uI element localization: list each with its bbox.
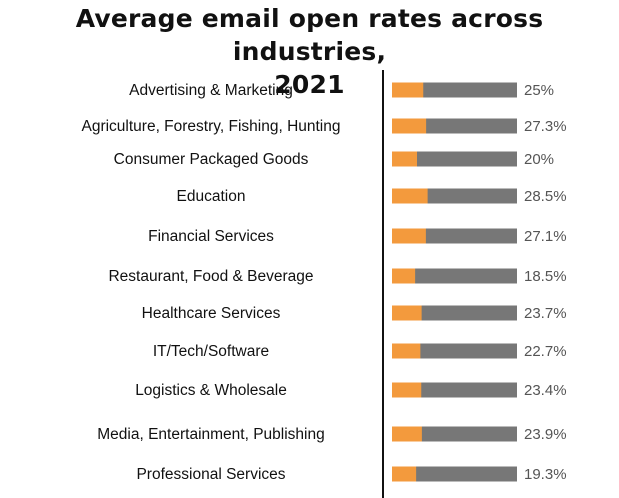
bar-track xyxy=(392,426,517,442)
category-label: Restaurant, Food & Beverage xyxy=(108,268,313,285)
value-label: 25% xyxy=(524,82,554,99)
bar-track xyxy=(392,382,517,398)
bar-track xyxy=(392,268,517,284)
category-label: Advertising & Marketing xyxy=(129,82,293,99)
chart-title: Average email open rates across industri… xyxy=(0,2,619,101)
value-label: 19.3% xyxy=(524,466,567,483)
bar-value xyxy=(392,426,422,442)
value-label: 27.3% xyxy=(524,118,567,135)
category-label: Professional Services xyxy=(136,466,285,483)
value-label: 23.9% xyxy=(524,426,567,443)
bar-value xyxy=(392,151,417,167)
value-label: 20% xyxy=(524,151,554,168)
category-label: Education xyxy=(177,188,246,205)
bar-track xyxy=(392,151,517,167)
bar-value xyxy=(392,118,427,134)
bar-track xyxy=(392,305,517,321)
bar-value xyxy=(392,305,422,321)
category-label: Agriculture, Forestry, Fishing, Hunting xyxy=(81,118,340,135)
category-label: Logistics & Wholesale xyxy=(135,382,287,399)
bar-value xyxy=(392,466,417,482)
value-label: 18.5% xyxy=(524,268,567,285)
bar-value xyxy=(392,188,428,204)
bar-track xyxy=(392,343,517,359)
value-label: 23.4% xyxy=(524,382,567,399)
chart-title-line-1: Average email open rates across industri… xyxy=(75,4,544,66)
value-label: 28.5% xyxy=(524,188,567,205)
bar-value xyxy=(392,268,416,284)
category-label: Financial Services xyxy=(148,228,274,245)
value-label: 22.7% xyxy=(524,343,567,360)
category-label: Consumer Packaged Goods xyxy=(114,151,309,168)
chart-title-line-2: 2021 xyxy=(274,70,345,99)
bar-value xyxy=(392,382,422,398)
bar-value xyxy=(392,343,421,359)
value-label: 27.1% xyxy=(524,228,567,245)
bar-value xyxy=(392,82,424,98)
category-label: Media, Entertainment, Publishing xyxy=(97,426,324,443)
bar-track xyxy=(392,466,517,482)
bar-value xyxy=(392,228,426,244)
category-label: Healthcare Services xyxy=(142,305,281,322)
category-label: IT/Tech/Software xyxy=(153,343,269,360)
value-label: 23.7% xyxy=(524,305,567,322)
